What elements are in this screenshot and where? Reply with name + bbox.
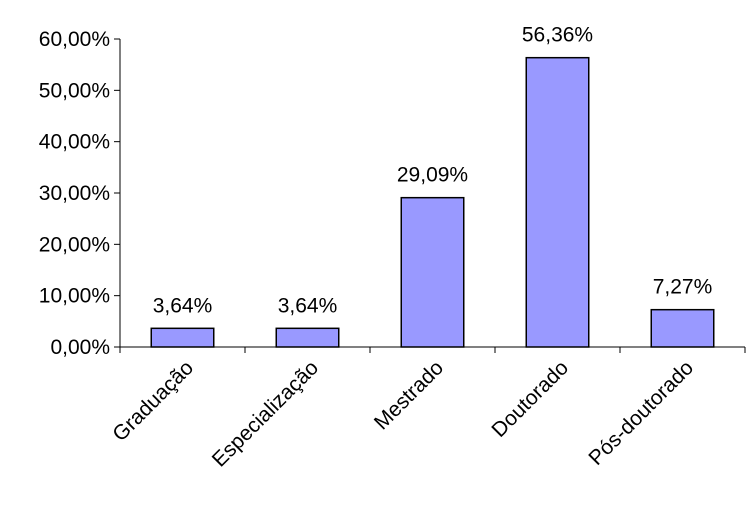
y-tick-label: 0,00% xyxy=(50,336,110,359)
bar xyxy=(150,327,215,348)
y-axis: 0,00% 10,00% 20,00% 30,00% 40,00% 50,00% 60,00… xyxy=(39,28,121,359)
data-label: 56,36% xyxy=(522,24,593,47)
data-label: 7,27% xyxy=(653,276,713,299)
category-label: Mestrado xyxy=(370,356,448,434)
y-tick-label: 60,00% xyxy=(39,28,110,51)
category-label: Pós-doutorado xyxy=(584,356,698,470)
bar xyxy=(650,308,715,348)
bars xyxy=(150,56,715,348)
bar xyxy=(275,327,340,348)
x-axis xyxy=(119,346,746,353)
data-label: 3,64% xyxy=(278,294,338,317)
data-labels: 3,64% 3,64% 29,09% 56,36% 7,27% xyxy=(153,24,713,318)
y-tick-label: 40,00% xyxy=(39,131,110,154)
y-tick-label: 50,00% xyxy=(39,79,110,102)
bar xyxy=(525,56,590,348)
category-label: Graduação xyxy=(108,356,198,446)
y-tick-label: 20,00% xyxy=(39,233,110,256)
y-tick-label: 30,00% xyxy=(39,182,110,205)
y-tick-label: 10,00% xyxy=(39,285,110,308)
category-label: Doutorado xyxy=(487,356,573,442)
data-label: 29,09% xyxy=(397,164,468,187)
bar xyxy=(400,196,465,348)
category-labels: Graduação Especialização Mestrado Doutorado… xyxy=(108,356,698,471)
category-label: Especialização xyxy=(208,356,323,471)
data-label: 3,64% xyxy=(153,294,213,317)
